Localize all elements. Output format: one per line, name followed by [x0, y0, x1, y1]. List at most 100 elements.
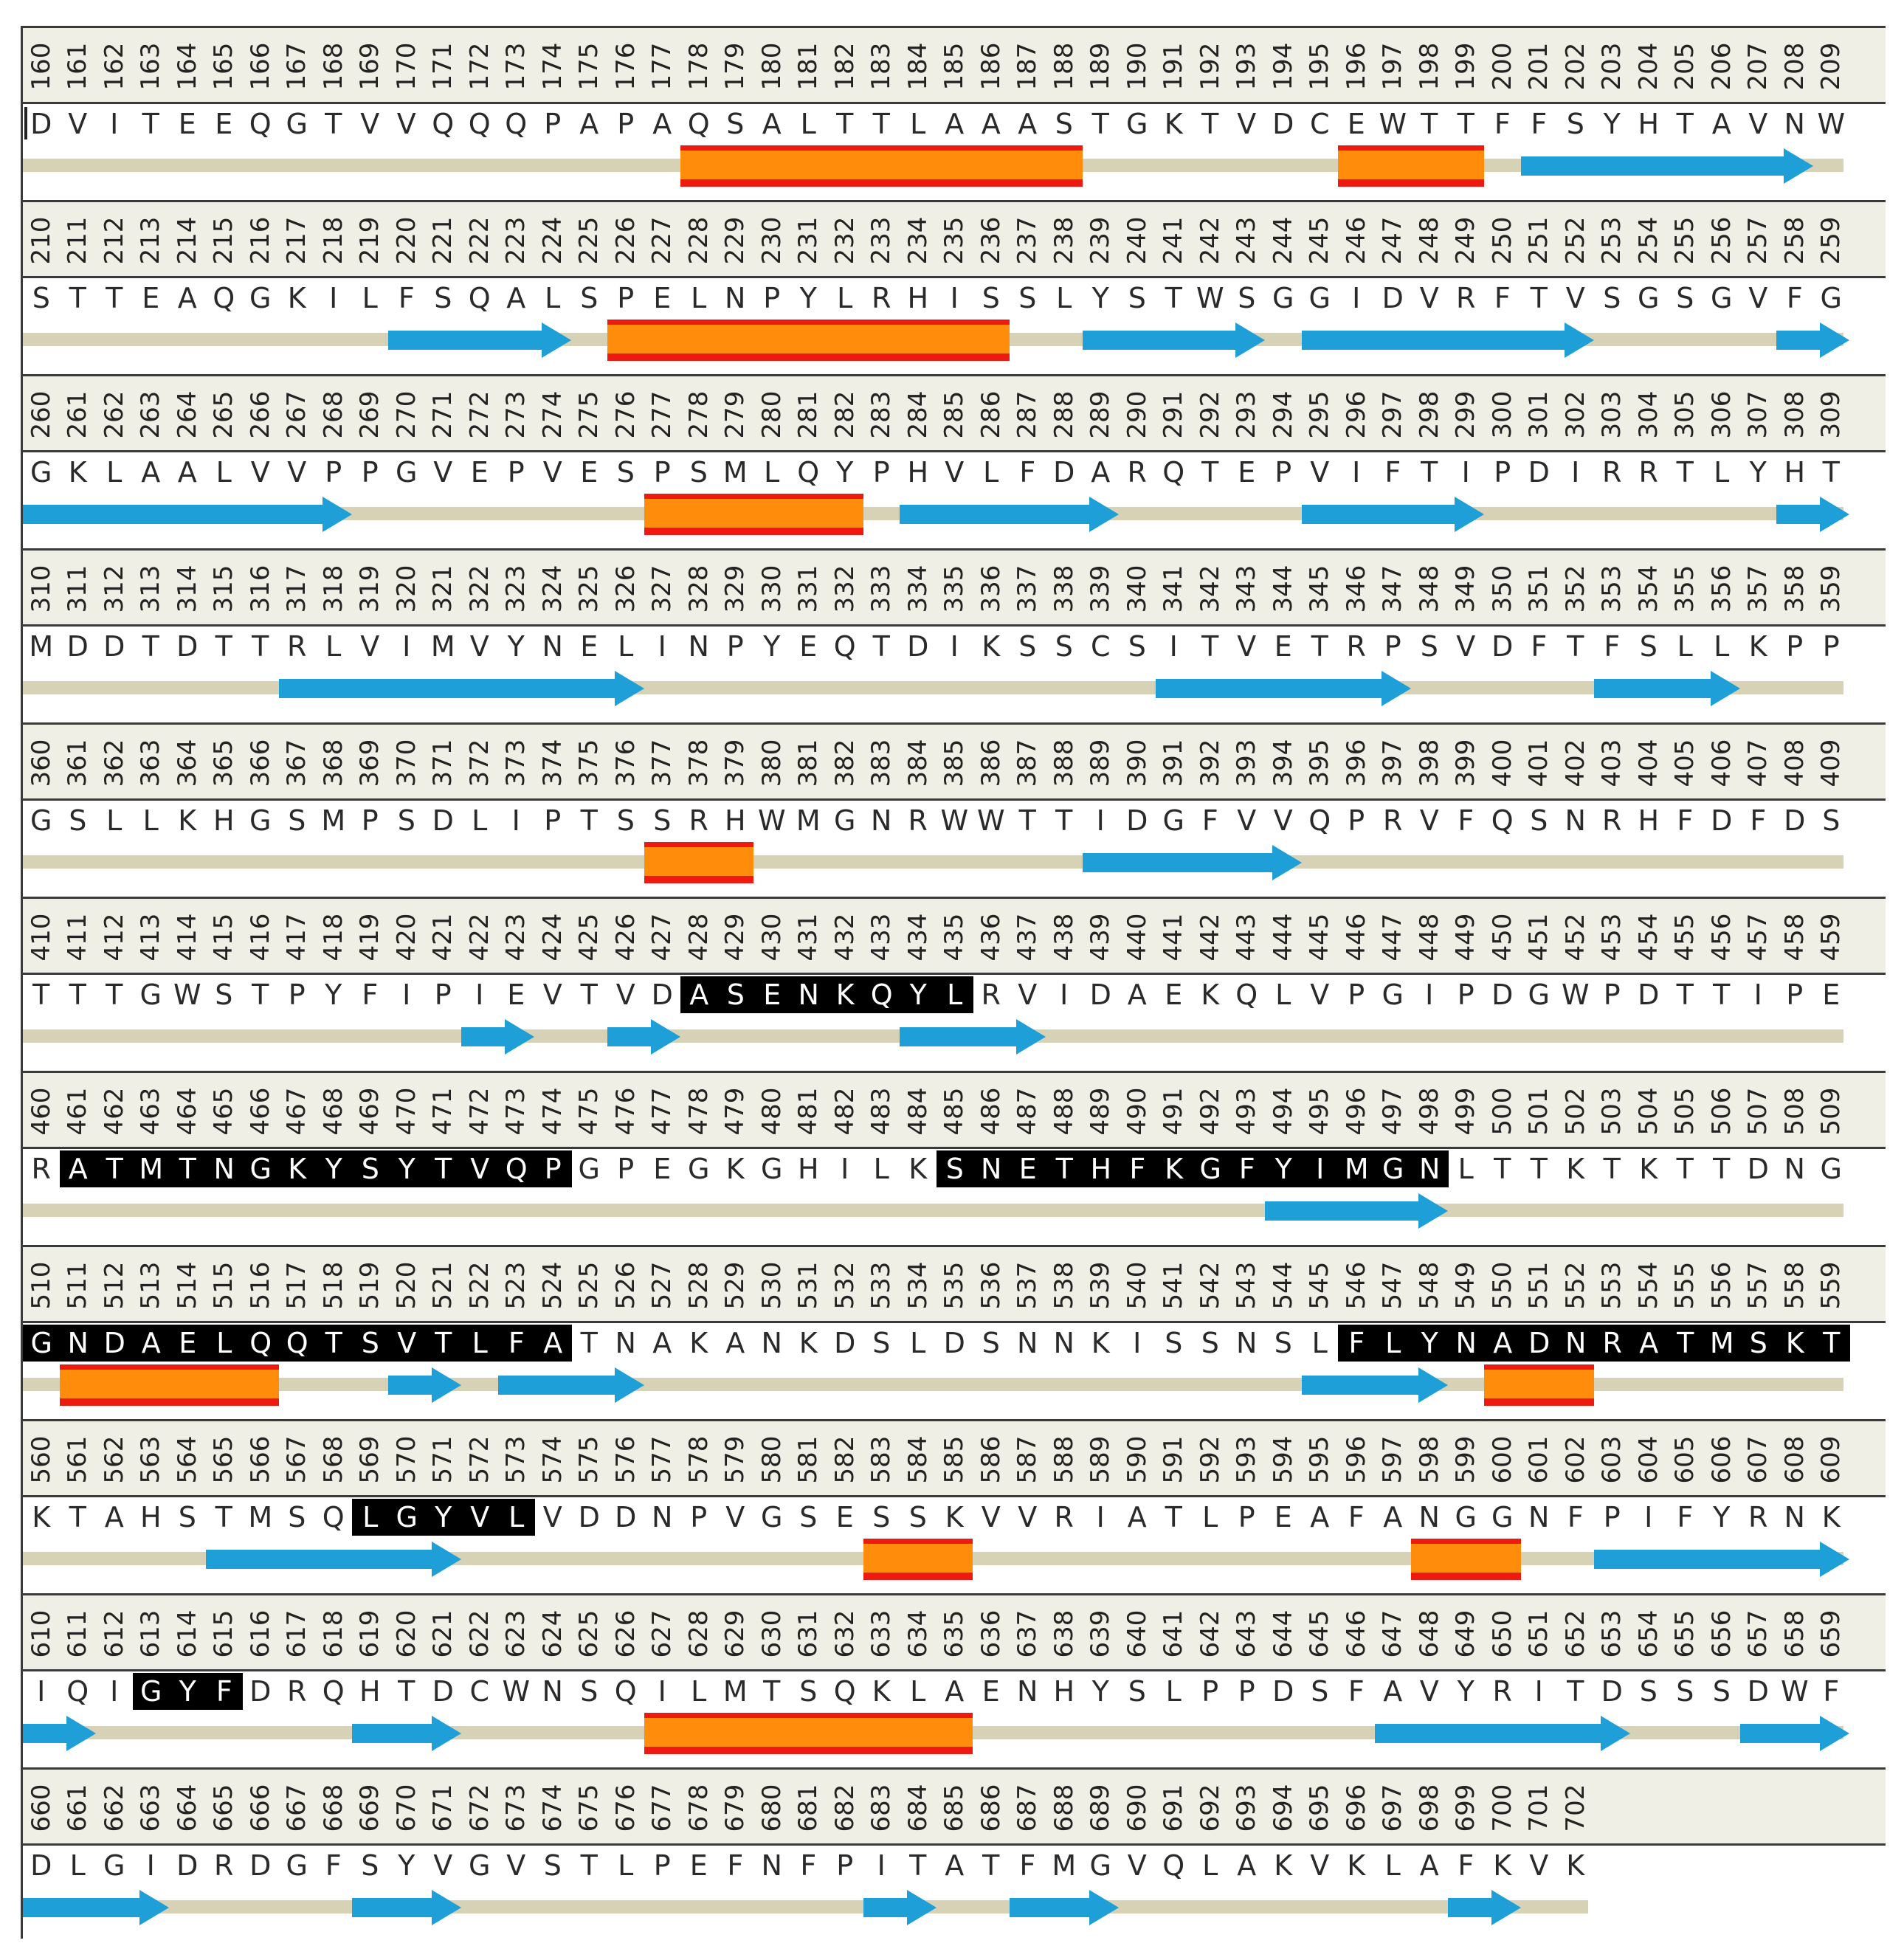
residue[interactable]: L — [691, 282, 707, 314]
residue[interactable]: L — [910, 1327, 926, 1359]
residue[interactable]: A — [1127, 1501, 1147, 1533]
residue[interactable]: S — [69, 804, 87, 837]
residue[interactable]: P — [534, 1150, 572, 1187]
residue[interactable]: V — [1237, 108, 1257, 140]
residue[interactable]: W — [1780, 1675, 1809, 1708]
residue[interactable]: S — [351, 1325, 389, 1362]
residue[interactable]: E — [1822, 979, 1841, 1011]
residue[interactable]: T — [69, 979, 86, 1011]
residue[interactable]: Q — [1162, 456, 1185, 489]
residue[interactable]: D — [1601, 1675, 1623, 1708]
residue[interactable]: G — [1308, 282, 1331, 314]
residue[interactable]: L — [1202, 1501, 1218, 1533]
residue[interactable]: Q — [213, 282, 235, 314]
residue[interactable]: L — [1384, 1849, 1401, 1882]
residue[interactable]: S — [1128, 1675, 1146, 1708]
residue[interactable]: T — [1311, 630, 1328, 663]
residue[interactable]: Q — [242, 1325, 280, 1362]
residue[interactable]: D — [30, 1849, 52, 1882]
residue[interactable]: W — [1561, 979, 1590, 1011]
residue[interactable]: T — [252, 630, 269, 663]
residue[interactable]: A — [1630, 1325, 1668, 1362]
residue[interactable]: L — [1056, 282, 1072, 314]
residue[interactable]: A — [1018, 108, 1038, 140]
residue[interactable]: P — [288, 979, 306, 1011]
residue[interactable]: S — [580, 282, 599, 314]
residue[interactable]: T — [424, 1325, 462, 1362]
residue[interactable]: H — [1053, 1675, 1075, 1708]
residue[interactable]: S — [351, 1150, 389, 1187]
residue[interactable]: H — [139, 1501, 162, 1533]
residue[interactable]: Q — [322, 1501, 345, 1533]
residue[interactable]: I — [841, 1153, 849, 1185]
residue[interactable]: N — [542, 1675, 563, 1708]
residue[interactable]: F — [1384, 456, 1401, 489]
residue[interactable]: K — [1164, 108, 1183, 140]
residue[interactable]: S — [1128, 630, 1146, 663]
residue[interactable]: M — [1703, 1325, 1741, 1362]
residue[interactable]: D — [249, 1675, 272, 1708]
residue[interactable]: M — [430, 630, 455, 663]
residue[interactable]: R — [1127, 456, 1147, 489]
residue[interactable]: V — [1127, 1849, 1147, 1882]
residue[interactable]: T — [424, 1150, 462, 1187]
residue[interactable]: T — [1603, 1153, 1621, 1185]
residue[interactable]: S — [1739, 1325, 1777, 1362]
residue[interactable]: Q — [278, 1325, 316, 1362]
residue[interactable]: I — [146, 1849, 155, 1882]
residue[interactable]: L — [69, 1849, 86, 1882]
residue[interactable]: S — [799, 1675, 818, 1708]
residue[interactable]: A — [579, 108, 599, 140]
residue[interactable]: D — [176, 630, 199, 663]
residue[interactable]: E — [470, 456, 489, 489]
residue[interactable]: L — [691, 1675, 707, 1708]
residue[interactable]: P — [361, 456, 379, 489]
residue[interactable]: I — [1096, 804, 1105, 837]
residue[interactable]: I — [1753, 979, 1762, 1011]
residue[interactable]: L — [351, 1499, 389, 1536]
residue[interactable]: F — [325, 1849, 342, 1882]
residue[interactable]: D — [834, 1327, 856, 1359]
residue[interactable]: E — [1238, 456, 1256, 489]
residue[interactable]: F — [1567, 1501, 1584, 1533]
residue[interactable]: Y — [315, 1150, 353, 1187]
residue[interactable]: G — [1126, 108, 1148, 140]
residue[interactable]: N — [1784, 1153, 1805, 1185]
residue[interactable]: D — [30, 108, 52, 140]
residue[interactable]: A — [1310, 1501, 1330, 1533]
residue[interactable]: R — [287, 1675, 307, 1708]
residue[interactable]: S — [1639, 1675, 1658, 1708]
residue[interactable]: L — [873, 1153, 889, 1185]
residue[interactable]: E — [215, 108, 233, 140]
residue[interactable]: K — [1748, 630, 1767, 663]
residue[interactable]: S — [1822, 804, 1841, 837]
residue[interactable]: T — [1676, 108, 1694, 140]
residue[interactable]: T — [1421, 108, 1438, 140]
residue[interactable]: Y — [1265, 1150, 1303, 1187]
residue[interactable]: R — [1346, 630, 1366, 663]
residue[interactable]: Y — [799, 282, 817, 314]
residue[interactable]: M — [722, 456, 748, 489]
residue[interactable]: K — [1821, 1501, 1841, 1533]
residue[interactable]: Y — [900, 976, 937, 1013]
residue[interactable]: N — [1784, 1501, 1805, 1533]
residue[interactable]: D — [96, 1325, 134, 1362]
residue[interactable]: C — [1090, 630, 1111, 663]
residue[interactable]: I — [658, 630, 666, 663]
residue[interactable]: N — [615, 1327, 636, 1359]
residue[interactable]: V — [542, 456, 562, 489]
residue[interactable]: E — [753, 976, 791, 1013]
residue[interactable]: K — [1566, 1153, 1585, 1185]
residue[interactable]: G — [103, 1849, 125, 1882]
residue[interactable]: G — [469, 1849, 491, 1882]
residue[interactable]: P — [544, 804, 562, 837]
residue[interactable]: E — [507, 979, 525, 1011]
residue[interactable]: R — [1602, 456, 1622, 489]
residue[interactable]: D — [1747, 1675, 1769, 1708]
residue[interactable]: H — [1784, 456, 1806, 489]
residue[interactable]: K — [725, 1153, 745, 1185]
residue[interactable]: V — [461, 1150, 499, 1187]
